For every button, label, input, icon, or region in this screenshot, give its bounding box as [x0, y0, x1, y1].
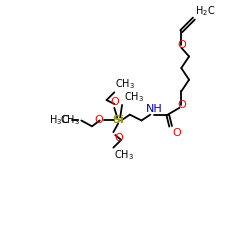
Text: CH$_3$: CH$_3$: [114, 149, 134, 162]
Text: NH: NH: [146, 104, 162, 114]
Text: CH$_3$: CH$_3$: [115, 78, 135, 91]
Text: O: O: [172, 128, 181, 138]
Text: H$_3$C: H$_3$C: [49, 114, 70, 128]
Text: O: O: [114, 133, 123, 143]
Text: O: O: [177, 40, 186, 50]
Text: Si: Si: [112, 116, 124, 126]
Text: O: O: [177, 100, 186, 110]
Text: CH$_3$: CH$_3$: [124, 90, 144, 104]
Text: O: O: [110, 97, 119, 107]
Text: CH$_3$: CH$_3$: [60, 114, 80, 128]
Text: H$_2$C: H$_2$C: [195, 4, 215, 18]
Text: O: O: [94, 116, 103, 126]
